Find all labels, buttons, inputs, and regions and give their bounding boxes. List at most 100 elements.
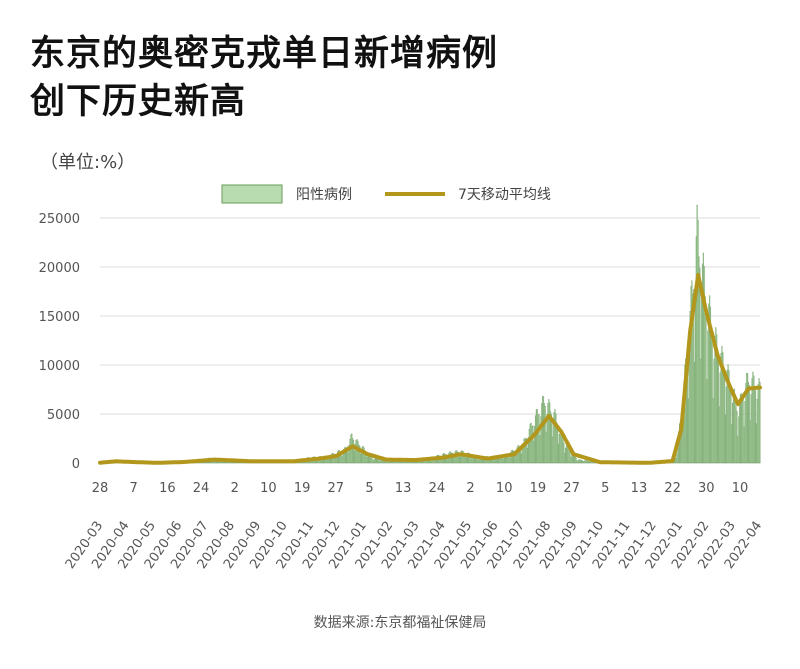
bar	[752, 371, 754, 464]
x-tick-label: 5	[601, 481, 609, 496]
bar	[543, 403, 545, 464]
bar	[397, 461, 399, 464]
x-tick-label: 28	[92, 481, 109, 496]
bar	[534, 415, 537, 464]
bar	[577, 460, 579, 464]
bar	[702, 252, 704, 464]
bar	[341, 456, 343, 464]
bar	[562, 439, 564, 464]
bar	[588, 461, 591, 464]
y-tick-label: 10000	[39, 359, 80, 374]
bar	[372, 460, 374, 464]
bar	[576, 460, 578, 464]
legend-bar-label: 阳性病例	[296, 187, 352, 203]
bar	[533, 441, 535, 464]
bar	[549, 402, 551, 464]
x-tick-label: 19	[294, 481, 311, 496]
bar	[701, 297, 703, 464]
bar	[551, 436, 553, 464]
y-axis-ticks: 0 5000 10000 15000 20000 25000	[39, 212, 80, 472]
x-tick-label: 22	[664, 481, 681, 496]
bar	[746, 373, 748, 464]
bar	[700, 358, 702, 464]
bar	[568, 449, 570, 464]
bar	[580, 459, 582, 464]
bar	[477, 459, 479, 464]
bar	[446, 458, 448, 464]
bar	[758, 378, 760, 464]
bar	[520, 453, 522, 464]
bar	[557, 443, 560, 464]
bar	[537, 414, 539, 464]
bar	[731, 402, 734, 464]
x-tick-label: 16	[159, 481, 176, 496]
bar	[538, 414, 540, 464]
bar	[360, 454, 362, 464]
x-tick-label: 10	[496, 481, 513, 496]
bar	[694, 362, 696, 464]
bar	[529, 423, 531, 464]
bar	[548, 399, 550, 464]
bar	[697, 219, 699, 464]
bar	[755, 423, 757, 464]
bar	[756, 399, 758, 464]
x-axis-day-ticks: 28 7 16 24 2 10 19 27 5 13 24 2 10 19 27 5 13 22 30 10	[92, 481, 749, 496]
bar	[732, 391, 735, 464]
bar	[744, 401, 746, 464]
bar	[739, 394, 742, 464]
bar	[527, 448, 529, 464]
bar	[675, 457, 677, 464]
bar	[711, 340, 713, 464]
line-series	[98, 272, 762, 465]
bar	[705, 306, 707, 464]
x-tick-label: 10	[732, 481, 749, 496]
bar	[739, 402, 741, 464]
x-tick-label: 5	[365, 481, 373, 496]
bar	[574, 456, 576, 464]
bar	[735, 406, 737, 464]
bar	[347, 452, 349, 464]
bar	[737, 435, 739, 464]
legend-bar-swatch	[221, 184, 283, 204]
bar	[545, 432, 547, 464]
bar	[353, 450, 355, 464]
x-tick-label: 27	[328, 481, 345, 496]
unit-label: （单位:%）	[40, 152, 136, 173]
bar	[695, 236, 697, 464]
bar	[535, 409, 537, 464]
bar	[557, 425, 559, 464]
bar	[452, 457, 454, 464]
bar	[376, 459, 378, 464]
bar	[736, 410, 738, 464]
bar	[754, 387, 756, 464]
bar	[539, 435, 541, 464]
bar	[570, 456, 572, 464]
bar	[563, 442, 565, 464]
bar	[740, 393, 742, 464]
bar	[566, 444, 568, 464]
x-tick-label: 13	[631, 481, 648, 496]
bar	[759, 381, 761, 464]
x-tick-label: 24	[193, 481, 210, 496]
bar	[375, 458, 377, 464]
bar	[356, 439, 358, 464]
x-axis-month-labels: 2020-032020-042020-052020-062020-072020-…	[63, 519, 765, 572]
source-note: 数据来源:东京都福祉保健局	[313, 615, 487, 631]
bar	[514, 455, 516, 464]
bar	[352, 439, 355, 464]
grid	[100, 217, 760, 464]
bar	[565, 445, 568, 464]
bar	[357, 440, 359, 464]
bar	[571, 454, 573, 464]
legend-line-label: 7天移动平均线	[458, 187, 551, 203]
bar	[378, 460, 380, 464]
x-tick-label: 7	[130, 481, 138, 496]
bar	[681, 431, 683, 464]
bar	[712, 398, 714, 464]
bar	[754, 390, 757, 464]
x-tick-label: 19	[530, 481, 547, 496]
bar	[582, 461, 584, 464]
bar	[585, 460, 587, 464]
bar	[687, 398, 689, 464]
